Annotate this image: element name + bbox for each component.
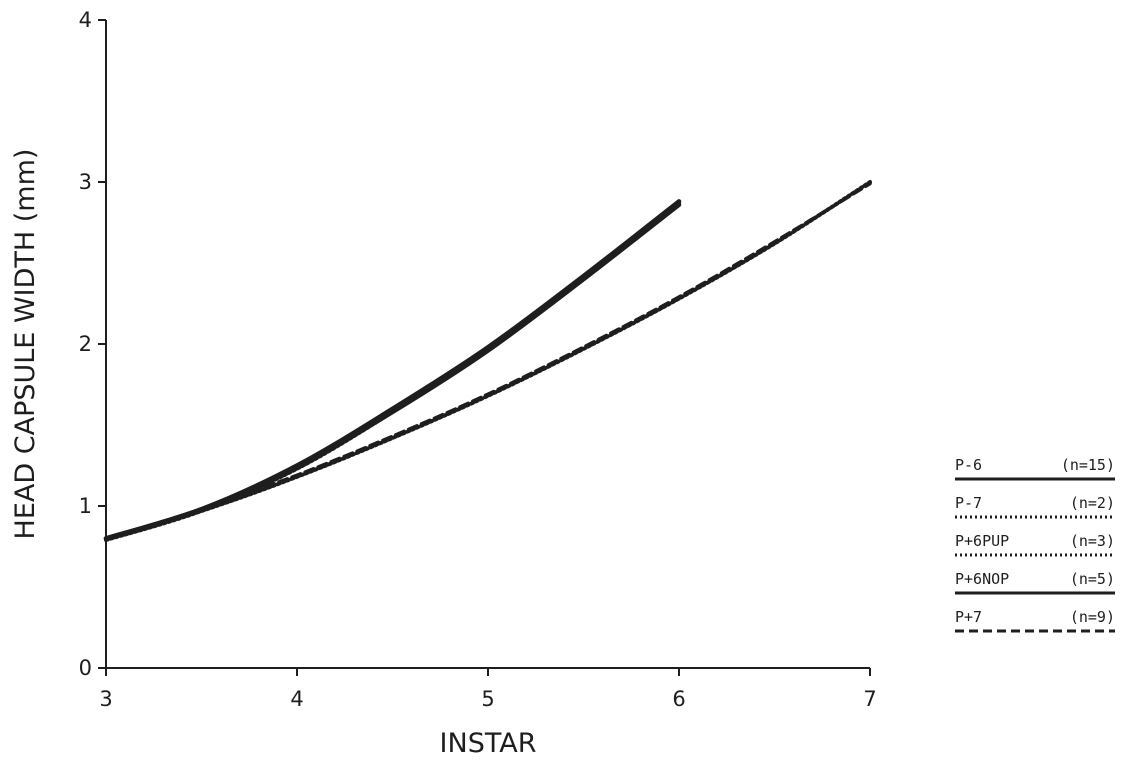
y-tick-label: 3: [79, 170, 92, 194]
legend-label: P-6: [955, 456, 982, 474]
y-tick-label: 1: [79, 494, 92, 518]
series-layer: [103, 180, 872, 542]
x-tick-label: 3: [99, 687, 112, 711]
legend-label: P-7: [955, 494, 982, 512]
series-line-p-7: [104, 181, 872, 541]
series-line-p-6pup: [104, 201, 681, 542]
series-line-p-6: [103, 199, 682, 541]
legend-label: P+7: [955, 608, 982, 626]
x-tick-label: 4: [290, 687, 303, 711]
x-axis-title: INSTAR: [440, 728, 537, 759]
axes: [105, 20, 870, 669]
y-tick-label: 0: [79, 656, 92, 680]
ticks: 3 4 5 6 7 0 1 2 3 4: [79, 8, 877, 711]
legend-count: (n=15): [1061, 456, 1115, 474]
series-line-p-7: [104, 180, 872, 541]
series-line-p-6nop: [103, 202, 682, 541]
x-tick-label: 5: [481, 687, 494, 711]
legend: P-6 (n=15) P-7 (n=2) P+6PUP (n=3) P+6NOP (n=5) P…: [955, 456, 1115, 633]
legend-count: (n=5): [1070, 570, 1115, 588]
y-axis-title: HEAD CAPSULE WIDTH (mm): [10, 149, 41, 540]
x-tick-label: 6: [672, 687, 685, 711]
y-tick-label: 4: [79, 8, 92, 32]
legend-count: (n=2): [1070, 494, 1115, 512]
x-tick-label: 7: [863, 687, 876, 711]
legend-label: P+6NOP: [955, 570, 1009, 588]
legend-count: (n=9): [1070, 608, 1115, 626]
legend-label: P+6PUP: [955, 532, 1009, 550]
y-tick-label: 2: [79, 332, 92, 356]
legend-count: (n=3): [1070, 532, 1115, 550]
